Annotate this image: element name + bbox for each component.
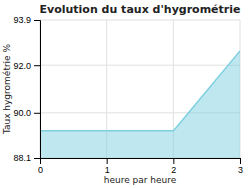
series — [40, 51, 240, 158]
tick-label: 2 — [171, 165, 176, 175]
tick-mark — [34, 20, 40, 21]
tick: 92.0 — [13, 61, 40, 71]
tick-label: 0 — [38, 165, 43, 175]
tick-mark — [34, 65, 40, 66]
tick-label: 3 — [238, 165, 243, 175]
title: Evolution du taux d'hygrométrie — [40, 3, 241, 16]
tick-label: 1 — [105, 165, 110, 175]
tick-mark — [34, 113, 40, 114]
tick-label: 90.0 — [13, 108, 31, 118]
chart: 0 1 2 3 88.1 90.0 92.0 93.9 Evolution du taux d'… — [0, 0, 250, 188]
area — [40, 51, 240, 158]
x-axis-title: heure par heure — [104, 175, 177, 185]
tick-mark — [173, 158, 174, 164]
tick: 88.1 — [13, 153, 40, 163]
tick: 90.0 — [13, 108, 40, 118]
line — [40, 51, 240, 131]
tick-mark — [240, 158, 241, 164]
grid — [40, 20, 240, 158]
x-axis: 0 1 2 3 — [38, 158, 243, 175]
tick: 3 — [238, 158, 243, 175]
axis-line — [41, 159, 241, 165]
tick: 2 — [171, 158, 176, 175]
tick: 0 — [38, 158, 43, 175]
tick: 1 — [105, 158, 110, 175]
tick: 93.9 — [13, 15, 40, 25]
tick-mark — [34, 158, 40, 159]
tick-label: 92.0 — [13, 61, 31, 71]
plot-area: 0 1 2 3 88.1 90.0 92.0 93.9 — [13, 15, 243, 175]
grid-line — [40, 20, 240, 21]
tick-mark — [107, 158, 108, 164]
y-axis: 88.1 90.0 92.0 93.9 — [13, 15, 40, 163]
tick-label: 88.1 — [13, 153, 31, 163]
tick-label: 93.9 — [13, 15, 31, 25]
grid-line — [40, 65, 240, 66]
axis-line — [34, 21, 41, 159]
y-axis-title: Taux hygrométrie % — [2, 43, 12, 135]
